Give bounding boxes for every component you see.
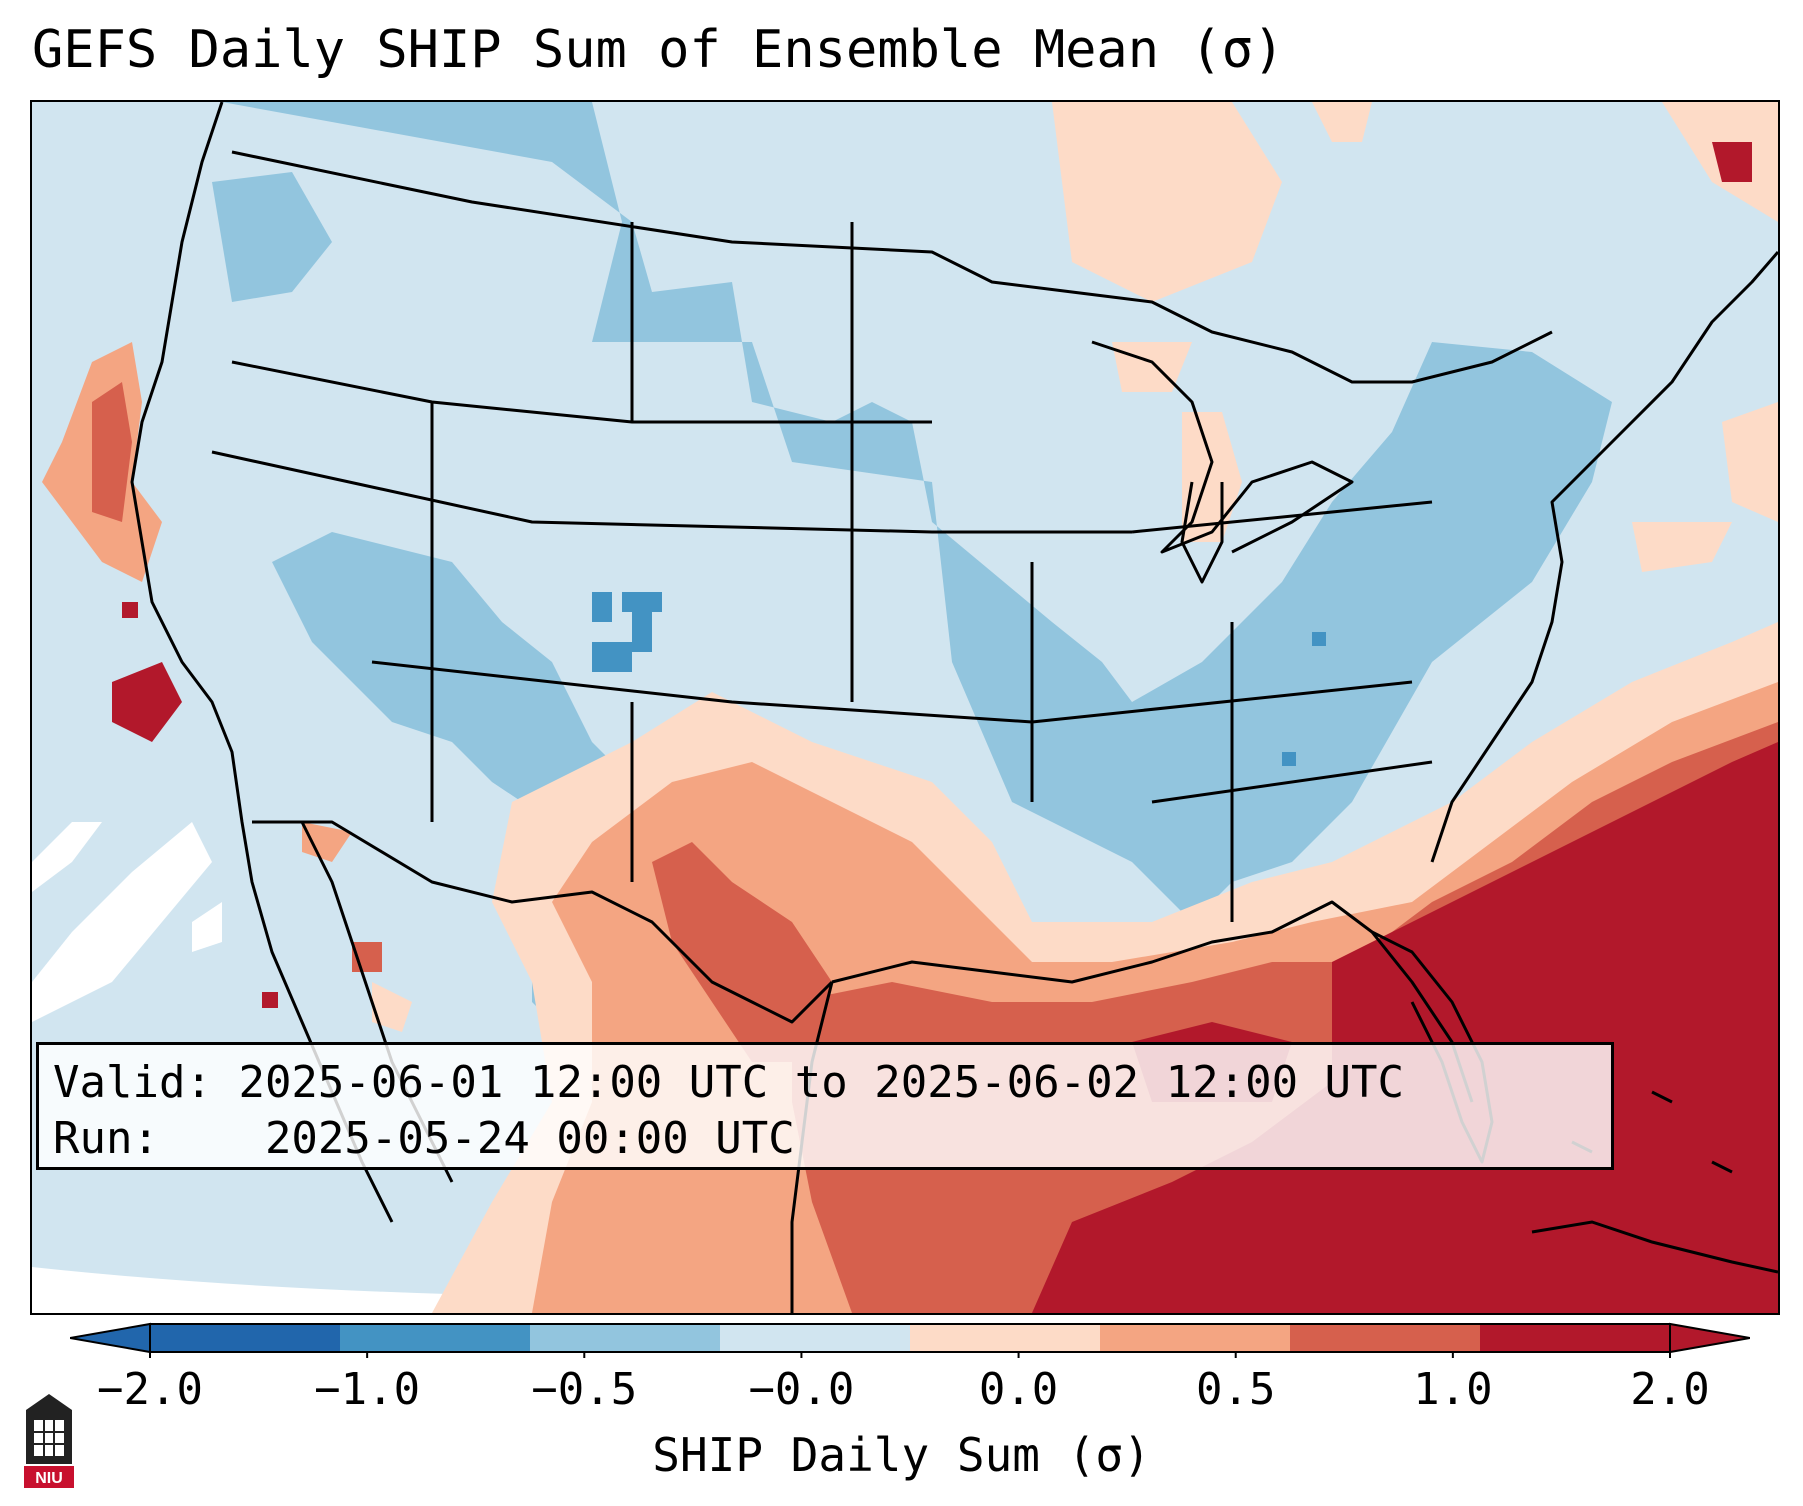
colorbar-tick-label-1: −1.0 bbox=[314, 1364, 421, 1415]
colorbar-bin-7 bbox=[1480, 1324, 1671, 1352]
colorbar-tick-label-0: −2.0 bbox=[97, 1364, 203, 1415]
state-line-11 bbox=[1151, 760, 1433, 804]
state-line-1 bbox=[231, 360, 932, 424]
colorbar-tick-label-6: 1.0 bbox=[1413, 1364, 1493, 1415]
colorbar-bin-2 bbox=[530, 1324, 721, 1352]
colorbar-bin-3 bbox=[720, 1324, 911, 1352]
valid-value: 2025-06-01 12:00 UTC to 2025-06-02 12:00… bbox=[238, 1057, 1405, 1108]
colorbar-bin-1 bbox=[340, 1324, 531, 1352]
validity-info-box: Valid: 2025-06-01 12:00 UTC to 2025-06-0… bbox=[36, 1042, 1614, 1170]
colorbar-outline bbox=[149, 1323, 1671, 1353]
logo-text: NIU bbox=[35, 1470, 63, 1487]
colorbar-bin-4 bbox=[910, 1324, 1101, 1352]
run-value: 2025-05-24 00:00 UTC bbox=[264, 1113, 795, 1164]
colorbar-tick-marks bbox=[149, 1352, 1671, 1358]
state-line-3 bbox=[371, 660, 1413, 724]
us-mexico-border bbox=[252, 820, 834, 1024]
west-coast bbox=[130, 102, 394, 1223]
state-line-10 bbox=[1131, 500, 1433, 534]
run-label: Run: bbox=[53, 1113, 159, 1164]
colorbar-under-arrow bbox=[70, 1322, 151, 1354]
colorbar-tick-label-5: 0.5 bbox=[1195, 1364, 1276, 1415]
borders-layer bbox=[130, 102, 1778, 1313]
colorbar-over-arrow bbox=[1669, 1322, 1750, 1354]
valid-row: Valid: 2025-06-01 12:00 UTC to 2025-06-0… bbox=[53, 1055, 1597, 1111]
page-title: GEFS Daily SHIP Sum of Ensemble Mean (σ) bbox=[32, 20, 1285, 80]
anomaly-white-regions bbox=[32, 822, 222, 1022]
colorbar-tick-label-7: 2.0 bbox=[1630, 1364, 1710, 1415]
colorbar-tick-label-3: −0.0 bbox=[748, 1364, 855, 1415]
colorbar-bin-0 bbox=[150, 1324, 341, 1352]
great-lakes bbox=[1091, 340, 1354, 554]
run-row: Run: 2025-05-24 00:00 UTC bbox=[53, 1111, 1597, 1167]
colorbar-tick-label-4: 0.0 bbox=[978, 1364, 1059, 1415]
colorbar-bins bbox=[70, 1322, 1750, 1354]
colorbar-bin-6 bbox=[1290, 1324, 1481, 1352]
gulf-coast-north bbox=[831, 900, 1474, 1103]
state-line-2 bbox=[211, 450, 1132, 534]
lake-michigan bbox=[1180, 481, 1224, 584]
colorbar bbox=[70, 1322, 1750, 1358]
colorbar-tick-label-2: −0.5 bbox=[531, 1364, 638, 1415]
east-coast bbox=[1430, 251, 1778, 863]
niu-logo-icon: NIU bbox=[24, 1394, 74, 1488]
colorbar-bin-5 bbox=[1100, 1324, 1291, 1352]
canada-border bbox=[231, 150, 1553, 384]
colorbar-label: SHIP Daily Sum (σ) bbox=[652, 1428, 1151, 1482]
valid-label: Valid: bbox=[53, 1057, 212, 1108]
